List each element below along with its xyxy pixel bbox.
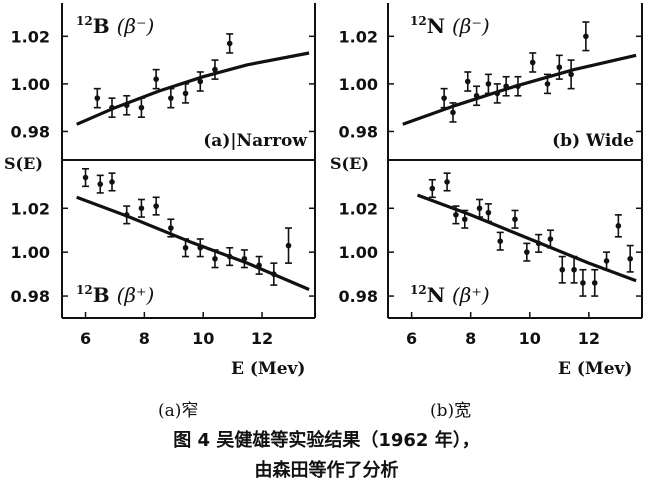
data-point — [450, 109, 456, 116]
data-point — [123, 212, 130, 218]
data-point — [535, 240, 542, 247]
data-point — [182, 90, 189, 97]
chart-panel-n12-minus: 1.02 1.00 0.98 12N (β⁻) (b) Wide — [339, 3, 643, 161]
y-tick-label: 0.98 — [339, 122, 378, 141]
data-point — [271, 271, 277, 277]
data-point — [226, 40, 233, 47]
x-tick-label: 8 — [465, 329, 476, 348]
data-point — [123, 102, 130, 109]
data-point — [524, 249, 530, 255]
chart-panel-n12-plus: 1.02 1.00 0.98 6 8 10 12 E (Mev) S(E) 12N (β⁺) — [330, 154, 643, 379]
figure-caption-line2: 由森田等作了分析 — [254, 460, 399, 481]
data-point — [197, 78, 204, 85]
data-point — [444, 179, 450, 185]
x-tick-label: 6 — [80, 329, 91, 348]
data-point — [497, 238, 504, 244]
data-point — [473, 92, 480, 99]
data-point — [168, 95, 174, 101]
y-tick-label: 0.98 — [11, 287, 50, 306]
data-point — [544, 81, 551, 87]
x-tick-label: 8 — [139, 329, 150, 348]
x-axis-label: E (Mev) — [231, 359, 305, 379]
data-point — [568, 71, 574, 78]
data-point — [212, 66, 218, 73]
data-point — [591, 280, 598, 286]
data-point — [182, 244, 189, 251]
data-point — [226, 253, 233, 260]
data-point — [153, 76, 159, 82]
chart-panel-b12-minus: 1.02 1.00 0.98 12B (β⁻) (a)|Narrow — [11, 3, 316, 161]
y-tick-label: 1.00 — [11, 75, 50, 94]
data-point — [515, 83, 521, 90]
data-point — [109, 179, 115, 185]
data-point — [256, 262, 262, 269]
y-tick-label: 1.02 — [339, 199, 378, 218]
data-point — [153, 203, 159, 209]
data-point — [603, 258, 610, 264]
data-point — [197, 244, 204, 251]
y-tick-label: 1.02 — [339, 27, 378, 46]
data-point — [97, 181, 104, 187]
data-point — [512, 216, 518, 223]
figure-caption-line1: 图 4 吴健雄等实验结果（1962 年）， — [173, 430, 480, 451]
data-point — [241, 255, 248, 262]
data-point — [559, 266, 566, 273]
panel-annotation: (b) Wide — [552, 131, 634, 151]
theory-curve — [416, 193, 637, 283]
data-point — [212, 255, 218, 262]
y-tick-label: 1.00 — [339, 243, 378, 262]
y-tick-label: 1.02 — [11, 27, 50, 46]
y-tick-label: 0.98 — [11, 122, 50, 141]
data-point — [94, 95, 101, 101]
data-point — [138, 205, 145, 212]
data-point — [627, 255, 633, 262]
data-point — [485, 81, 492, 87]
isotope-label: 12N (β⁻) — [410, 14, 490, 38]
theory-curve — [76, 195, 310, 291]
x-tick-label: 12 — [251, 329, 273, 348]
data-point — [503, 83, 509, 90]
panel-annotation: (a)|Narrow — [203, 131, 307, 151]
data-point — [461, 216, 468, 223]
data-point — [615, 223, 622, 229]
data-point — [285, 242, 292, 249]
data-point — [580, 280, 586, 286]
data-point — [547, 236, 554, 242]
y-tick-label: 1.00 — [339, 75, 378, 94]
y-tick-label: 1.02 — [11, 199, 50, 218]
theory-curve — [402, 53, 637, 126]
isotope-label: 12N (β⁺) — [410, 283, 490, 307]
data-point — [571, 266, 577, 273]
data-point — [82, 174, 89, 181]
chart-panel-b12-plus: 1.02 1.00 0.98 6 8 10 12 E (Mev) S(E) 12B (β⁺) — [4, 154, 316, 379]
y-tick-label: 1.00 — [11, 243, 50, 262]
data-point — [138, 104, 145, 111]
subcaption-b: (b)宽 — [430, 401, 472, 421]
isotope-label: 12B (β⁻) — [76, 14, 154, 38]
data-point — [494, 90, 501, 97]
theory-curve — [76, 51, 310, 126]
data-point — [485, 209, 492, 216]
x-tick-label: 12 — [578, 329, 600, 348]
data-point — [109, 104, 115, 111]
data-point — [583, 33, 589, 40]
data-point — [453, 212, 459, 218]
x-tick-label: 10 — [519, 329, 541, 348]
data-point — [476, 205, 483, 212]
data-point — [429, 185, 436, 192]
data-point — [529, 59, 536, 66]
y-tick-label: 0.98 — [339, 287, 378, 306]
isotope-label: 12B (β⁺) — [76, 283, 154, 307]
data-point — [441, 95, 447, 101]
data-point — [168, 225, 174, 231]
data-point — [464, 78, 471, 85]
y-axis-label: S(E) — [330, 154, 369, 173]
x-axis-label: E (Mev) — [558, 359, 632, 379]
x-tick-label: 6 — [406, 329, 417, 348]
subcaption-a: (a)窄 — [158, 401, 199, 421]
y-axis-label: S(E) — [4, 154, 43, 173]
x-tick-label: 10 — [192, 329, 214, 348]
data-point — [556, 64, 563, 71]
